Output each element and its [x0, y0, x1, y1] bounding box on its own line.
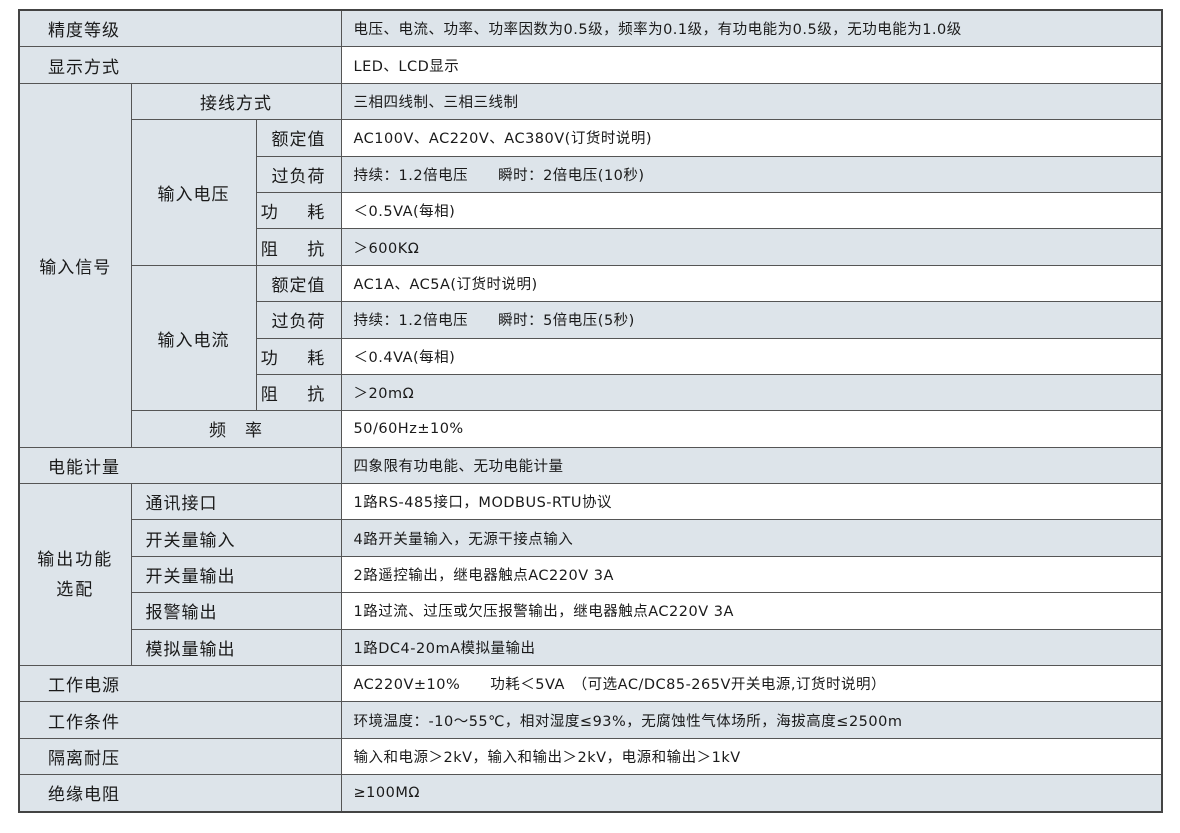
row-label: 通讯接口 — [130, 483, 342, 521]
table-row: 电能计量 四象限有功电能、无功电能计量 — [18, 446, 1163, 485]
subgroup-label: 输入电流 — [130, 264, 257, 412]
row-label: 开关量输入 — [130, 519, 342, 557]
subgroup-label: 输入电压 — [130, 119, 257, 266]
row-value: 三相四线制、三相三线制 — [340, 82, 1163, 121]
row-label: 报警输出 — [130, 592, 342, 630]
row-value: ＞20mΩ — [340, 373, 1163, 412]
row-value: 1路DC4-20mA模拟量输出 — [340, 628, 1163, 667]
row-value: AC220V±10% 功耗＜5VA （可选AC/DC85-265V开关电源,订货… — [340, 665, 1163, 703]
row-label: 接线方式 — [130, 82, 342, 121]
spec-table: 精度等级 电压、电流、功率、功率因数为0.5级，频率为0.1级，有功电能为0.5… — [18, 9, 1163, 813]
row-value: AC100V、AC220V、AC380V(订货时说明) — [340, 119, 1163, 157]
table-row: 模拟量输出 1路DC4-20mA模拟量输出 — [19, 628, 1163, 667]
table-row: 功 耗 ＜0.4VA(每相) — [19, 337, 1163, 375]
row-value: 持续：1.2倍电压 瞬时：2倍电压(10秒) — [340, 155, 1163, 193]
row-label: 频 率 — [130, 410, 342, 448]
table-row: 开关量输出 2路遥控输出，继电器触点AC220V 3A — [19, 555, 1163, 594]
table-row: 输入信号 接线方式 三相四线制、三相三线制 — [18, 82, 1163, 448]
row-label: 工作条件 — [18, 701, 342, 739]
table-row: 显示方式 LED、LCD显示 — [18, 46, 1163, 84]
group-label: 输入信号 — [18, 82, 132, 448]
row-value: ＞600KΩ — [340, 228, 1163, 266]
row-value: 2路遥控输出，继电器触点AC220V 3A — [340, 555, 1163, 594]
table-row: 阻 抗 ＞600KΩ — [19, 228, 1163, 266]
row-value: 1路RS-485接口，MODBUS-RTU协议 — [340, 483, 1163, 521]
row-value: 4路开关量输入，无源干接点输入 — [340, 519, 1163, 557]
table-row: 绝缘电阻 ≥100MΩ — [18, 774, 1163, 813]
row-label: 阻 抗 — [255, 373, 342, 412]
row-value: 持续：1.2倍电压 瞬时：5倍电压(5秒) — [340, 301, 1163, 339]
row-label: 电能计量 — [18, 446, 342, 485]
table-row: 精度等级 电压、电流、功率、功率因数为0.5级，频率为0.1级，有功电能为0.5… — [18, 9, 1163, 48]
row-value: 1路过流、过压或欠压报警输出，继电器触点AC220V 3A — [340, 592, 1163, 630]
table-row: 阻 抗 ＞20mΩ — [19, 373, 1163, 412]
table-row: 报警输出 1路过流、过压或欠压报警输出，继电器触点AC220V 3A — [19, 592, 1163, 630]
row-label: 绝缘电阻 — [18, 774, 342, 813]
row-label: 显示方式 — [18, 46, 342, 84]
table-row: 开关量输入 4路开关量输入，无源干接点输入 — [19, 519, 1163, 557]
table-row: 过负荷 持续：1.2倍电压 瞬时：5倍电压(5秒) — [19, 301, 1163, 339]
row-value: AC1A、AC5A(订货时说明) — [340, 264, 1163, 303]
row-label: 精度等级 — [18, 9, 342, 48]
row-value: 环境温度：-10～55℃，相对湿度≤93%，无腐蚀性气体场所，海拔高度≤2500… — [340, 701, 1163, 739]
row-value: 输入和电源＞2kV，输入和输出＞2kV，电源和输出＞1kV — [340, 737, 1163, 776]
row-label: 额定值 — [255, 264, 342, 303]
row-value: 四象限有功电能、无功电能计量 — [340, 446, 1163, 485]
table-row: 输入电压 额定值 AC100V、AC220V、AC380V(订货时说明) — [19, 119, 1163, 266]
row-label: 额定值 — [255, 119, 342, 157]
row-value: ＜0.4VA(每相) — [340, 337, 1163, 375]
row-label: 工作电源 — [18, 665, 342, 703]
group-label: 输出功能选配 — [18, 483, 132, 667]
row-value: 电压、电流、功率、功率因数为0.5级，频率为0.1级，有功电能为0.5级，无功电… — [340, 9, 1163, 48]
row-value: ＜0.5VA(每相) — [340, 191, 1163, 230]
table-row: 过负荷 持续：1.2倍电压 瞬时：2倍电压(10秒) — [19, 155, 1163, 193]
row-value: 50/60Hz±10% — [340, 410, 1163, 448]
row-label: 过负荷 — [255, 301, 342, 339]
table-row: 隔离耐压 输入和电源＞2kV，输入和输出＞2kV，电源和输出＞1kV — [18, 737, 1163, 776]
row-label: 阻 抗 — [255, 228, 342, 266]
row-label: 功 耗 — [255, 191, 342, 230]
table-row: 输入电流 额定值 AC1A、AC5A(订货时说明) — [19, 264, 1163, 412]
table-row: 输出功能选配 通讯接口 1路RS-485接口，MODBUS-RTU协议 — [18, 483, 1163, 667]
row-label: 模拟量输出 — [130, 628, 342, 667]
table-row: 频 率 50/60Hz±10% — [19, 410, 1163, 448]
row-label: 开关量输出 — [130, 555, 342, 594]
table-row: 功 耗 ＜0.5VA(每相) — [19, 191, 1163, 230]
row-label: 过负荷 — [255, 155, 342, 193]
row-label: 隔离耐压 — [18, 737, 342, 776]
table-row: 工作条件 环境温度：-10～55℃，相对湿度≤93%，无腐蚀性气体场所，海拔高度… — [18, 701, 1163, 739]
row-label: 功 耗 — [255, 337, 342, 375]
row-value: LED、LCD显示 — [340, 46, 1163, 84]
table-row: 工作电源 AC220V±10% 功耗＜5VA （可选AC/DC85-265V开关… — [18, 665, 1163, 703]
row-value: ≥100MΩ — [340, 774, 1163, 813]
